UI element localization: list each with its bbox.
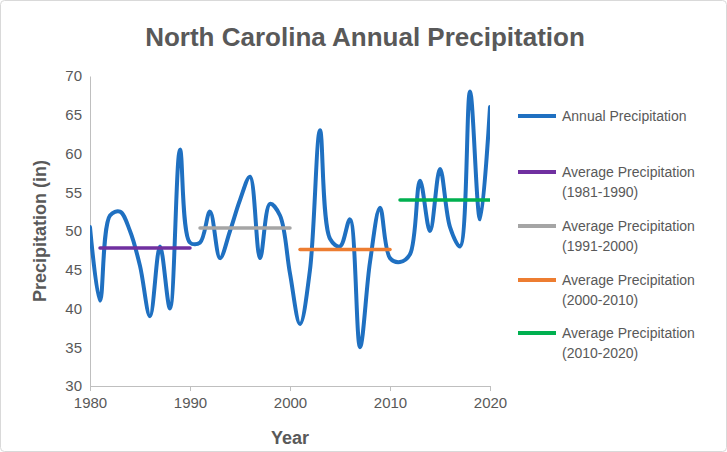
x-tick-mark: [490, 386, 491, 391]
plot-area: 1980 1990 2000 2010 2020 30 35 40 45 50 55 60 65 70: [65, 67, 507, 410]
y-tick-label: 50: [65, 222, 82, 239]
legend-swatch: [518, 331, 556, 335]
legend-entry: Annual Precipitation: [518, 108, 687, 124]
y-tick: 55: [65, 184, 90, 201]
y-tick-label: 60: [65, 145, 82, 162]
y-tick-label: 30: [65, 377, 82, 394]
legend-swatch: [518, 224, 556, 228]
x-tick: 2000: [274, 386, 307, 411]
y-tick: 35: [65, 339, 90, 356]
y-tick: 45: [65, 261, 90, 278]
legend-entry: Average Precipitation(1991-2000): [518, 218, 695, 254]
y-tick-label: 40: [65, 300, 82, 317]
y-tick-label: 45: [65, 261, 82, 278]
legend-swatch: [518, 170, 556, 174]
legend-label: Annual Precipitation: [562, 108, 687, 124]
y-axis: 30 35 40 45 50 55 60 65 70: [65, 67, 90, 394]
x-tick-mark: [190, 386, 191, 391]
y-axis-title: Precipitation (in): [30, 160, 50, 302]
x-tick: 2010: [374, 386, 407, 411]
x-tick-label: 2020: [474, 394, 507, 411]
legend-entry: Average Precipitation(2000-2010): [518, 272, 695, 308]
y-tick: 30: [65, 377, 90, 394]
chart-border: [1, 1, 727, 452]
x-tick-label: 2010: [374, 394, 407, 411]
legend-label: Average Precipitation(2000-2010): [562, 272, 695, 308]
legend-label: Average Precipitation(2010-2020): [562, 325, 695, 361]
x-tick-label: 1990: [174, 394, 207, 411]
x-tick-mark: [90, 386, 91, 391]
legend-label: Average Precipitation(1991-2000): [562, 218, 695, 254]
y-tick-label: 35: [65, 339, 82, 356]
legend-entry: Average Precipitation(2010-2020): [518, 325, 695, 361]
average-line: [300, 248, 390, 252]
average-line: [100, 246, 190, 250]
x-axis-line: [91, 387, 491, 392]
y-tick: 70: [65, 67, 90, 84]
legend-entry: Average Precipitation(1981-1990): [518, 164, 695, 200]
x-tick-mark: [290, 386, 291, 391]
y-tick-label: 55: [65, 184, 82, 201]
x-tick-mark: [390, 386, 391, 391]
x-tick: 1990: [174, 386, 207, 411]
x-tick: 2020: [474, 386, 507, 411]
y-tick: 60: [65, 145, 90, 162]
legend: Annual Precipitation Average Precipitatio…: [518, 108, 695, 361]
x-axis: 1980 1990 2000 2010 2020: [74, 386, 507, 411]
average-line: [400, 198, 490, 202]
y-tick-label: 70: [65, 67, 82, 84]
annual-line: [90, 92, 490, 348]
y-tick: 40: [65, 300, 90, 317]
average-line: [200, 226, 290, 230]
x-axis-title: Year: [271, 428, 309, 448]
legend-swatch: [518, 278, 556, 282]
x-tick-label: 1980: [74, 394, 107, 411]
y-tick-label: 65: [65, 106, 82, 123]
legend-label: Average Precipitation(1981-1990): [562, 164, 695, 200]
chart: 1980 1990 2000 2010 2020 30 35 40 45 50 55 60 65 70 No…: [0, 0, 727, 452]
chart-title: North Carolina Annual Precipitation: [145, 22, 585, 52]
x-tick-label: 2000: [274, 394, 307, 411]
y-tick: 65: [65, 106, 90, 123]
series-group: [90, 92, 490, 348]
legend-swatch: [518, 114, 556, 118]
y-tick: 50: [65, 222, 90, 239]
